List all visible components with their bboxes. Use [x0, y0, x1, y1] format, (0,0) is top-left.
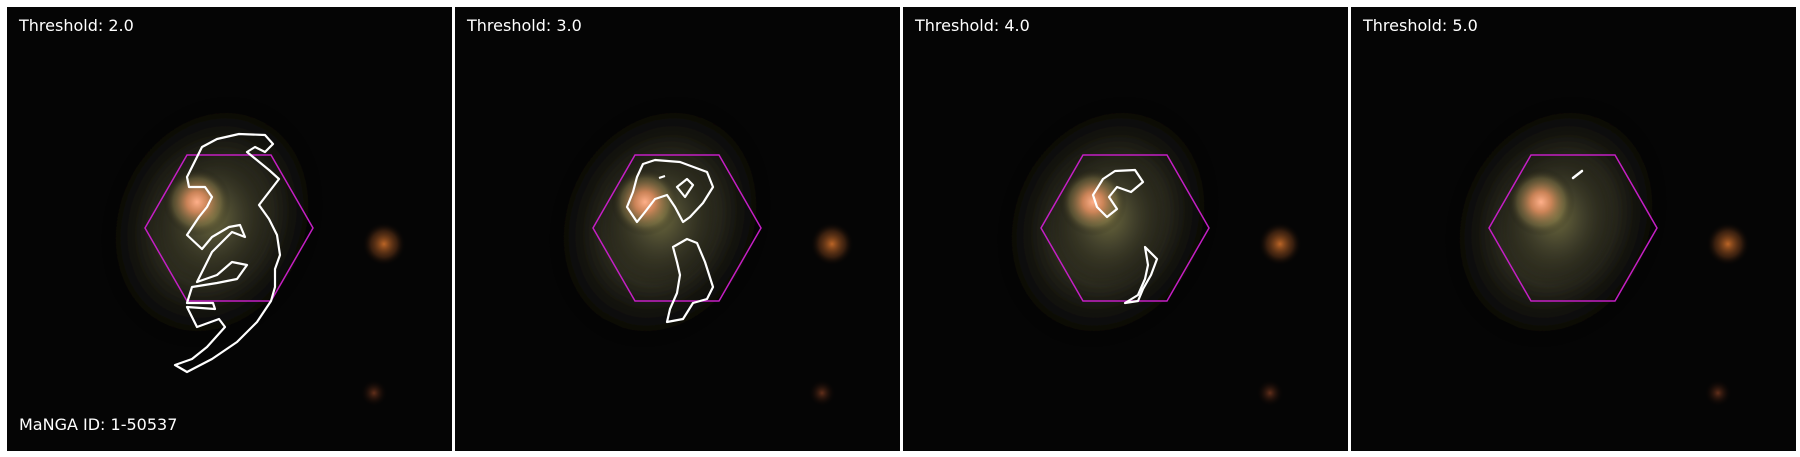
galaxy-image [455, 7, 900, 451]
threshold-label: Threshold: 4.0 [915, 16, 1030, 35]
image-panel-threshold-4: Threshold: 4.0 [903, 7, 1348, 451]
ifu-hexagon [1040, 154, 1210, 302]
galaxy-image [1351, 7, 1796, 451]
contour-line [1123, 245, 1159, 305]
contour-line [1571, 169, 1584, 180]
contour-line [665, 237, 715, 324]
threshold-label: Threshold: 2.0 [19, 16, 134, 35]
image-panel-threshold-5: Threshold: 5.0 [1351, 7, 1796, 451]
manga-id-label: MaNGA ID: 1-50537 [19, 415, 178, 434]
contour-line [658, 175, 666, 179]
contour-line [625, 158, 715, 224]
image-panel-threshold-3: Threshold: 3.0 [455, 7, 900, 451]
contour-line [173, 132, 282, 374]
ifu-hexagon [592, 154, 762, 302]
galaxy-image [903, 7, 1348, 451]
ifu-hexagon [1488, 154, 1658, 302]
threshold-label: Threshold: 5.0 [1363, 16, 1478, 35]
image-panel-threshold-2: Threshold: 2.0 MaNGA ID: 1-50537 [7, 7, 452, 451]
galaxy-image [7, 7, 452, 451]
threshold-label: Threshold: 3.0 [467, 16, 582, 35]
contour-line [1091, 168, 1145, 219]
